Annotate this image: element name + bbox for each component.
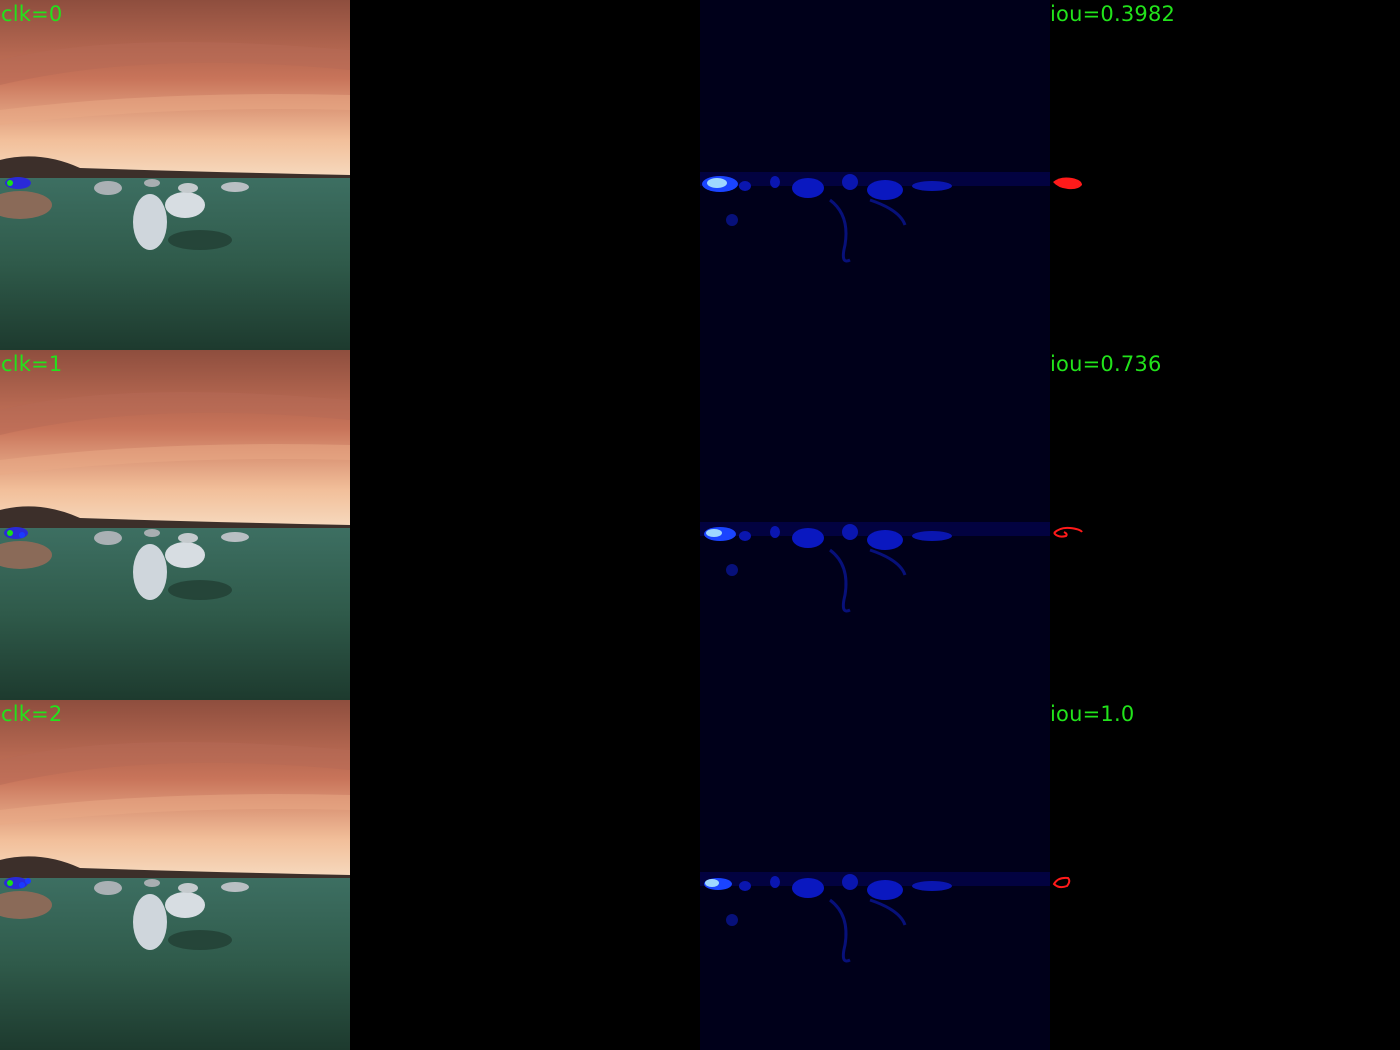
click-count-label: clk=2: [1, 702, 63, 726]
heatmap-panel: [700, 350, 1050, 700]
prediction-panel: [1050, 700, 1400, 1050]
prediction-mask: [1053, 177, 1082, 190]
ground-truth-mask-panel: [350, 0, 700, 350]
iou-label: iou=0.3982: [1050, 2, 1176, 26]
prediction-outline: [1053, 526, 1083, 538]
ground-truth-mask-panel: [350, 700, 700, 1050]
result-row: clk=2 iou=1.0: [0, 700, 1400, 1050]
mask-svg: [350, 350, 700, 700]
heatmap-svg: [700, 350, 1050, 700]
result-row: clk=0 iou=0.3982: [0, 0, 1400, 350]
mask-svg: [350, 0, 700, 350]
prediction-svg: [1053, 526, 1083, 538]
prediction-svg: [1052, 876, 1071, 889]
prediction-panel: [1050, 350, 1400, 700]
click-count-label: clk=0: [1, 2, 63, 26]
prediction-outline: [1052, 876, 1071, 889]
image-panel: [0, 700, 350, 1050]
sheep-field-photo: [0, 0, 350, 350]
negative-click-icon: [25, 878, 31, 884]
prediction-svg: [1053, 177, 1082, 190]
image-panel: [0, 0, 350, 350]
click-region: [5, 177, 31, 189]
negative-click-icon: [19, 532, 25, 538]
ground-truth-mask-panel: [350, 350, 700, 700]
iou-label: iou=0.736: [1050, 352, 1162, 376]
heatmap-panel: [700, 700, 1050, 1050]
image-panel: [0, 350, 350, 700]
heatmap-panel: [700, 0, 1050, 350]
heatmap-svg: [700, 700, 1050, 1050]
mask-svg: [350, 700, 700, 1050]
sheep-field-photo: [0, 350, 350, 700]
iou-label: iou=1.0: [1050, 702, 1135, 726]
click-count-label: clk=1: [1, 352, 63, 376]
negative-click-icon: [19, 882, 25, 888]
positive-click-icon: [7, 880, 13, 886]
positive-click-icon: [7, 530, 13, 536]
result-row: clk=1 iou=0.736: [0, 350, 1400, 700]
sheep-field-photo: [0, 700, 350, 1050]
heatmap-svg: [700, 0, 1050, 350]
prediction-panel: [1050, 0, 1400, 350]
positive-click-icon: [7, 180, 13, 186]
